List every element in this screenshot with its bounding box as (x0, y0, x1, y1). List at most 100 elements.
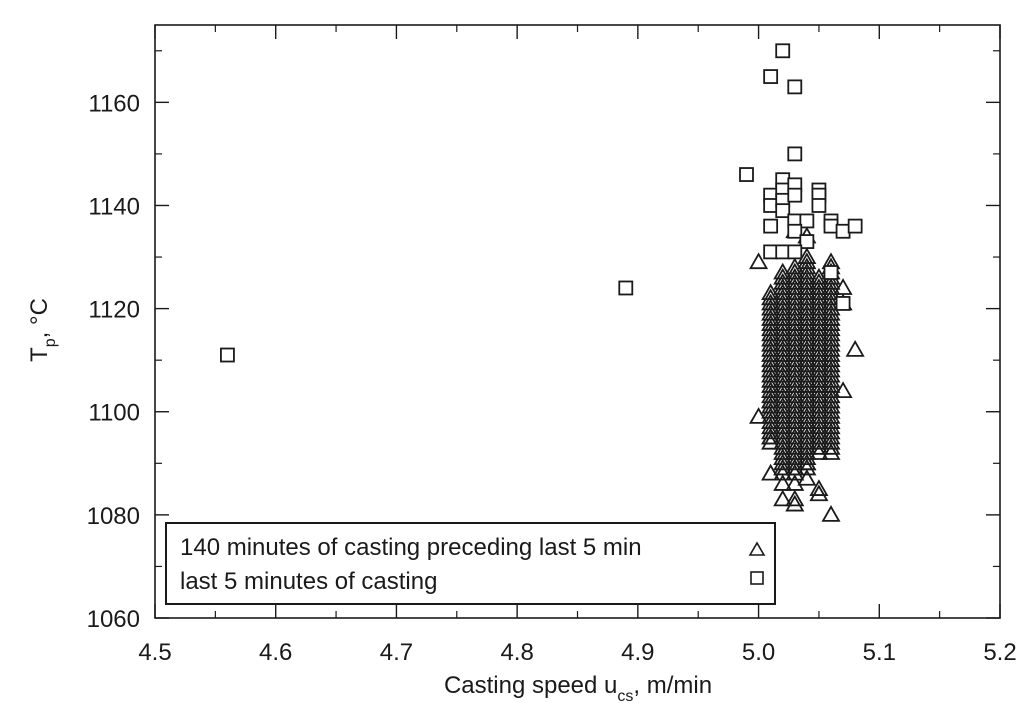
y-axis-title: Tp, °C (26, 298, 59, 362)
triangle-marker (809, 443, 829, 460)
triangle-marker (773, 288, 793, 306)
triangle-marker (773, 391, 793, 409)
triangle-marker (761, 298, 781, 316)
triangle-marker (797, 350, 817, 368)
square-marker (787, 223, 803, 239)
triangle-marker (809, 303, 829, 321)
triangle-marker (761, 407, 781, 424)
data-points (220, 43, 865, 522)
triangle-marker (821, 329, 841, 347)
triangle-marker (797, 427, 817, 445)
triangle-marker (773, 443, 793, 460)
triangle-marker (797, 391, 817, 409)
triangle-marker (821, 360, 841, 378)
triangle-marker (773, 298, 793, 316)
triangle-marker (821, 355, 841, 373)
triangle-marker (821, 273, 841, 290)
triangle-marker (797, 252, 817, 270)
triangle-marker (809, 401, 829, 419)
x-tick-label: 4.5 (138, 639, 171, 666)
triangle-marker (773, 355, 793, 373)
triangle-marker (797, 468, 817, 486)
y-tick-label: 1160 (88, 90, 140, 117)
triangle-marker (785, 370, 805, 388)
legend-label-triangle: 140 minutes of casting preceding last 5 … (180, 534, 642, 561)
square-marker (739, 167, 754, 182)
triangle-marker (785, 319, 805, 337)
triangle-marker (809, 288, 829, 306)
triangle-marker (773, 360, 793, 378)
triangle-marker (821, 381, 841, 399)
triangle-marker (809, 267, 829, 285)
x-tick-label: 5.2 (983, 639, 1016, 666)
triangle-marker (809, 370, 829, 388)
square-marker (787, 244, 803, 260)
triangle-marker (809, 386, 829, 404)
triangle-marker (809, 283, 829, 301)
triangle-marker (809, 365, 829, 383)
triangle-marker (761, 463, 781, 481)
triangle-marker (797, 412, 817, 429)
triangle-marker (761, 340, 781, 357)
triangle-marker (785, 303, 805, 321)
triangle-marker (833, 381, 853, 399)
triangle-marker (773, 386, 793, 404)
square-marker (835, 296, 851, 311)
triangle-marker (821, 283, 841, 301)
triangle-marker (797, 314, 817, 331)
triangle-marker (785, 360, 805, 378)
triangle-marker (773, 334, 793, 352)
triangle-marker (821, 345, 841, 362)
triangle-marker (773, 412, 793, 429)
triangle-marker (785, 376, 805, 393)
triangle-marker (761, 391, 781, 409)
triangle-marker (761, 324, 781, 342)
triangle-marker (797, 401, 817, 419)
triangle-marker (785, 355, 805, 373)
triangle-marker (773, 407, 793, 424)
triangle-marker (797, 329, 817, 347)
triangle-marker (773, 417, 793, 435)
triangle-marker (761, 314, 781, 331)
triangle-marker (809, 340, 829, 357)
triangle-marker (773, 376, 793, 393)
triangle-marker (809, 273, 829, 290)
triangle-marker (785, 309, 805, 326)
triangle-marker (821, 319, 841, 337)
square-marker (787, 187, 803, 203)
triangle-marker (809, 319, 829, 337)
triangle-marker (785, 438, 805, 455)
triangle-marker (785, 324, 805, 342)
triangle-marker (785, 278, 805, 295)
triangle-marker (797, 360, 817, 378)
triangle-marker (821, 386, 841, 404)
x-tick-label: 5.1 (863, 639, 896, 666)
triangle-marker (821, 401, 841, 419)
x-axis-title: Casting speed ucs, m/min (444, 672, 712, 703)
triangle-marker (773, 303, 793, 321)
triangle-marker (797, 298, 817, 316)
triangle-marker (749, 252, 769, 270)
triangle-marker (773, 396, 793, 414)
triangle-marker (773, 273, 793, 290)
triangle-marker (761, 283, 781, 301)
triangle-marker (773, 329, 793, 347)
triangle-marker (797, 309, 817, 326)
triangle-marker (785, 329, 805, 347)
triangle-marker (797, 324, 817, 342)
triangle-marker (785, 350, 805, 368)
triangle-marker (785, 458, 805, 476)
triangle-marker (821, 407, 841, 424)
triangle-marker (785, 273, 805, 290)
triangle-marker (785, 401, 805, 419)
triangle-marker (821, 376, 841, 393)
legend-square-icon (750, 571, 764, 585)
legend-triangle-icon (748, 541, 766, 556)
triangle-marker (773, 370, 793, 388)
triangle-marker (761, 427, 781, 445)
triangle-marker (773, 324, 793, 342)
triangle-marker (773, 293, 793, 311)
triangle-marker (809, 334, 829, 352)
triangle-marker (761, 309, 781, 326)
triangle-marker (809, 422, 829, 440)
